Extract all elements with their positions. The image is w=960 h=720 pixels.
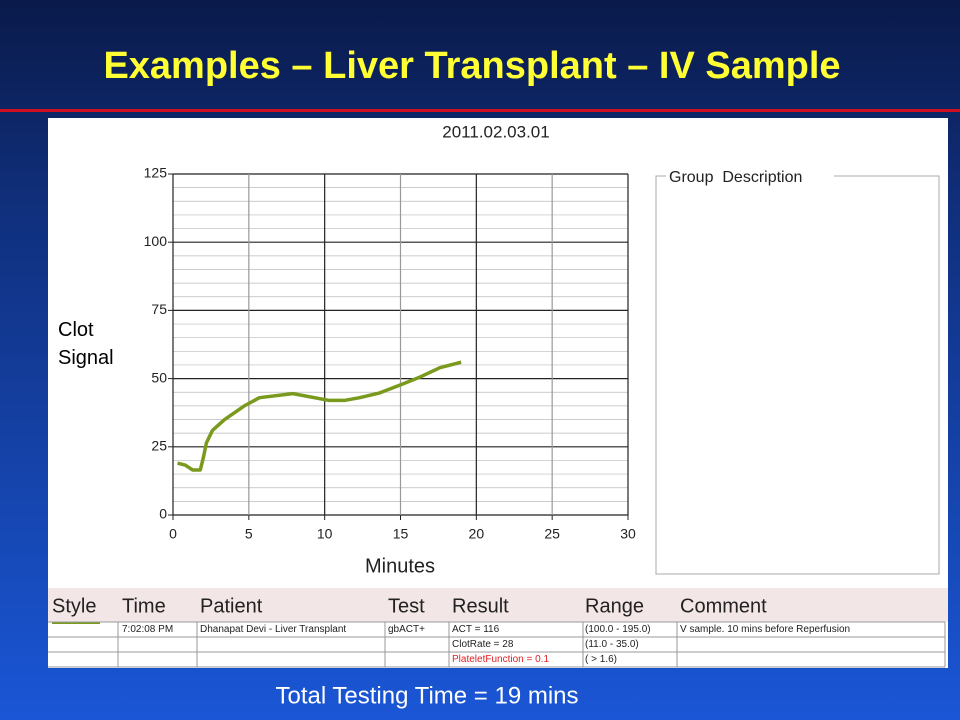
- x-tick-label: 25: [544, 526, 560, 542]
- table-header: Range: [585, 595, 644, 617]
- y-tick-label: 0: [159, 506, 167, 522]
- table-header: Time: [122, 595, 166, 617]
- title-rule: [0, 109, 960, 112]
- table-header: Result: [452, 595, 509, 617]
- table-cell: ( > 1.6): [585, 654, 617, 665]
- table-cell: (100.0 - 195.0): [585, 624, 651, 635]
- table-header: Test: [388, 595, 425, 617]
- table-cell: gbACT+: [388, 624, 425, 635]
- table-cell: Dhanapat Devi - Liver Transplant: [200, 624, 346, 635]
- table-cell: PlateletFunction = 0.1: [452, 654, 549, 665]
- x-tick-label: 20: [469, 526, 485, 542]
- table-cell: (11.0 - 35.0): [585, 639, 639, 650]
- table-header: Comment: [680, 595, 767, 617]
- table-cell: ClotRate = 28: [452, 639, 514, 650]
- table-cell: V sample. 10 mins before Reperfusion: [680, 624, 850, 635]
- table-header: Style: [52, 595, 96, 617]
- data-line: [177, 360, 462, 472]
- x-tick-label: 10: [317, 526, 333, 542]
- table-header: Patient: [200, 595, 263, 617]
- table-header-bg: [48, 588, 948, 622]
- chart-title: 2011.02.03.01: [442, 122, 549, 141]
- y-tick-label: 25: [151, 438, 167, 454]
- table-cell: 7:02:08 PM: [122, 624, 173, 635]
- x-tick-label: 30: [620, 526, 636, 542]
- x-tick-label: 5: [245, 526, 253, 542]
- group-box-label: Group Description: [669, 169, 802, 186]
- y-tick-label: 100: [144, 233, 168, 249]
- y-axis-label: Clot Signal: [58, 319, 114, 369]
- x-axis-label: Minutes: [365, 555, 435, 577]
- panel: [48, 118, 948, 668]
- x-tick-label: 0: [169, 526, 177, 542]
- table-cell: ACT = 116: [452, 624, 500, 635]
- y-tick-label: 50: [151, 369, 167, 385]
- y-tick-label: 125: [144, 165, 168, 181]
- footer: Total Testing Time = 19 mins: [275, 682, 578, 709]
- group-box-label-bg: [666, 168, 834, 186]
- x-tick-label: 15: [393, 526, 409, 542]
- y-tick-label: 75: [151, 301, 167, 317]
- slide-title: Examples – Liver Transplant – IV Sample: [103, 45, 840, 87]
